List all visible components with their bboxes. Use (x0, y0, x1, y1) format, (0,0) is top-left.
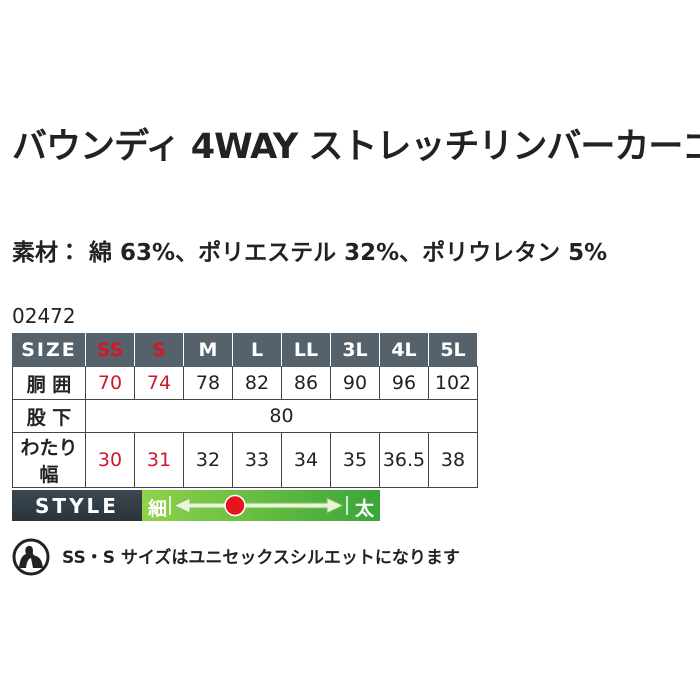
note: SS・S サイズはユニセックスシルエットになります (62, 548, 460, 568)
row-label: 股 下 (12, 399, 86, 433)
product-code: 02472 (12, 304, 76, 328)
style-bar: 細 太 (142, 490, 380, 521)
unisex-icon (12, 538, 50, 576)
header-cell: SIZE (12, 333, 86, 367)
style-marker (224, 494, 246, 517)
measurement: 82 (232, 366, 282, 400)
measurement: 102 (428, 366, 478, 400)
style-indicator: STYLE 細 太 (12, 490, 380, 521)
measurement: 90 (330, 366, 380, 400)
material: 素材： 綿 63%、ポリエステル 32%、ポリウレタン 5% (12, 240, 608, 266)
size-label: LL (281, 333, 331, 367)
measurement: 36.5 (379, 432, 429, 488)
measurement: 34 (281, 432, 331, 488)
size-label: 5L (428, 333, 478, 367)
size-label: S (134, 333, 184, 367)
style-thick: 太 (354, 498, 374, 520)
style-arrow (169, 494, 348, 517)
row-label: わたり幅 (12, 432, 86, 488)
size-label: 3L (330, 333, 380, 367)
measurement: 33 (232, 432, 282, 488)
measurement: 38 (428, 432, 478, 488)
measurement: 30 (85, 432, 135, 488)
measurement: 80 (85, 399, 478, 433)
style-thin: 細 (148, 498, 168, 520)
product-title: バウンディ 4WAY ストレッチリンバーカーゴ (12, 127, 700, 167)
size-row: 股 下 80 (12, 399, 478, 433)
size-label: L (232, 333, 282, 367)
size-label: M (183, 333, 233, 367)
size-row: わたり幅 30 31 32 33 34 35 36.5 38 (12, 432, 478, 488)
measurement: 74 (134, 366, 184, 400)
header-row: SIZE SS S M L LL 3L 4L 5L (12, 333, 478, 367)
measurement: 32 (183, 432, 233, 488)
measurement: 31 (134, 432, 184, 488)
measurement: 35 (330, 432, 380, 488)
row-label: 胴 囲 (12, 366, 86, 400)
size-row: 胴 囲 70 74 78 82 86 90 96 102 (12, 366, 478, 400)
measurement: 70 (85, 366, 135, 400)
size-label: SS (85, 333, 135, 367)
style-label: STYLE (12, 490, 142, 521)
measurement: 86 (281, 366, 331, 400)
measurement: 78 (183, 366, 233, 400)
size-label: 4L (379, 333, 429, 367)
measurement: 96 (379, 366, 429, 400)
size-table: SIZE SS S M L LL 3L 4L 5L 胴 囲 70 74 78 82 86 90 96 102 股 下… (12, 333, 478, 488)
